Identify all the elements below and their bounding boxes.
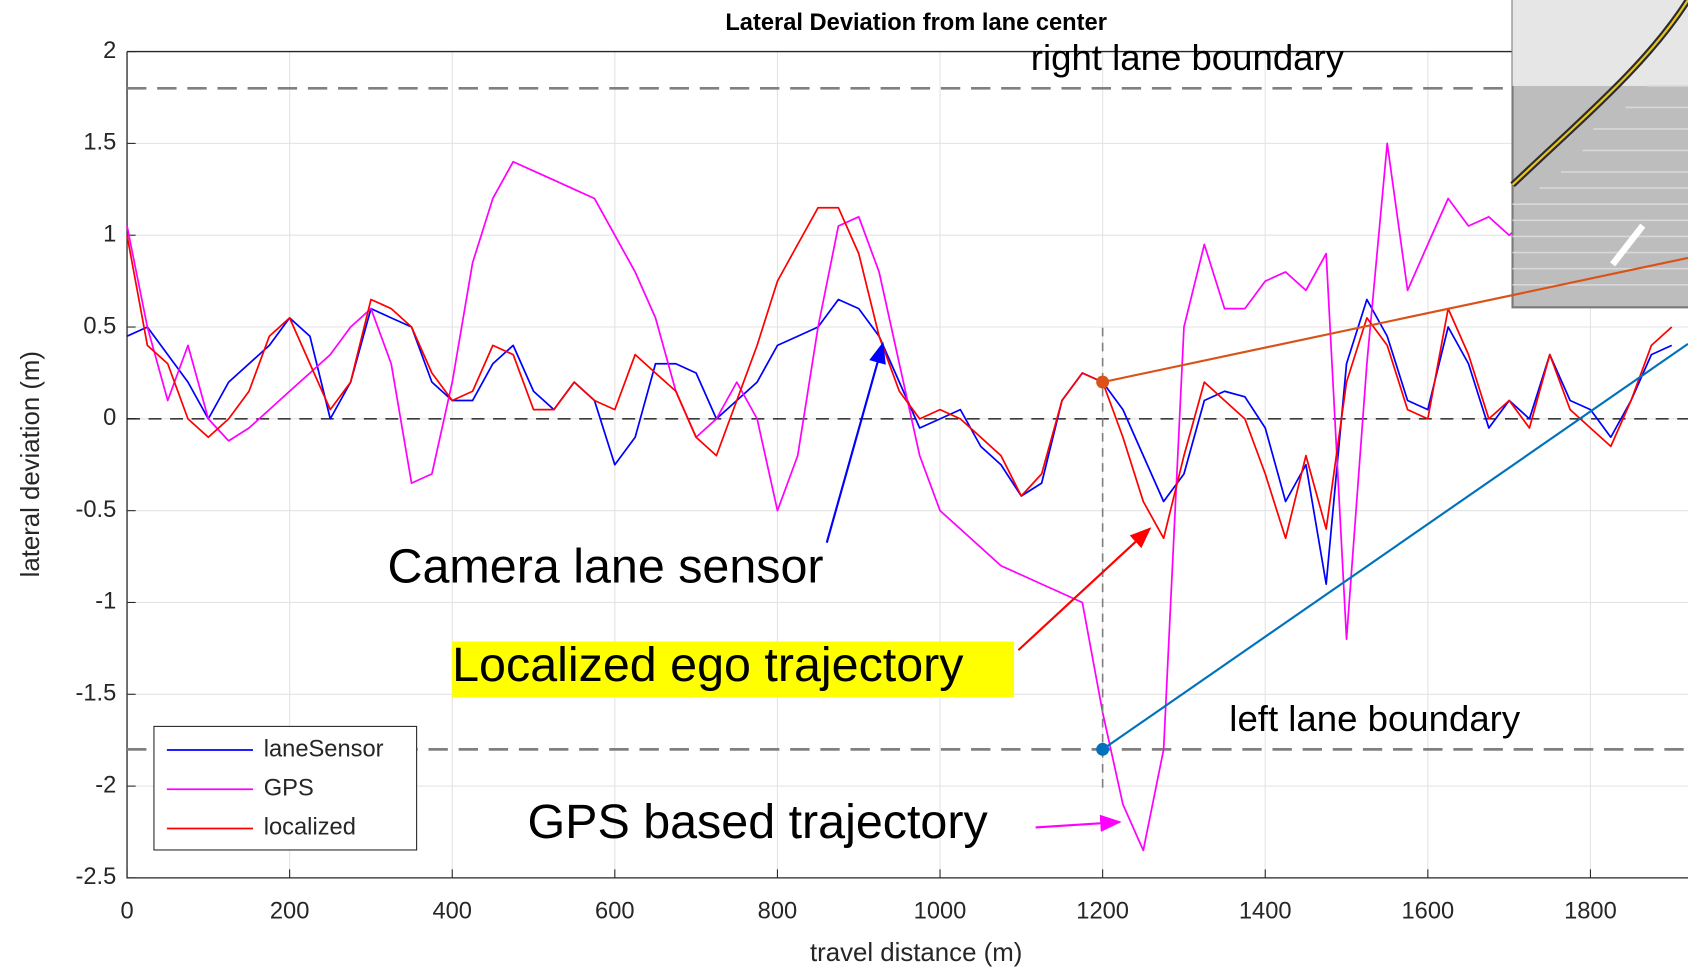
x-tick-label: 0 (120, 899, 133, 925)
y-tick-label: -1 (95, 589, 116, 615)
x-tick-label: 1600 (1401, 899, 1454, 925)
legend: laneSensor GPS localized (153, 725, 418, 851)
axes-frame (126, 50, 1688, 879)
annotation: GPS based trajectory (528, 795, 989, 849)
annotation: Camera lane sensor (388, 539, 824, 593)
highlight-point (1096, 742, 1110, 756)
y-axis-label: lateral deviation (m) (17, 351, 45, 577)
y-tick-label: -1.5 (75, 681, 116, 707)
y-tick-label: 2 (103, 38, 116, 64)
highlight-box (452, 641, 1015, 698)
x-tick-label: 600 (595, 899, 635, 925)
chart-title: Lateral Deviation from lane center (725, 10, 1107, 36)
series-line (126, 298, 1673, 585)
inset-dash (1610, 223, 1646, 267)
boundary-label: right lane boundary (1031, 37, 1345, 78)
legend-label: localized (264, 815, 356, 841)
y-tick-label: -0.5 (75, 497, 116, 523)
y-tick-label: 0 (103, 405, 116, 431)
annotation-arrow (1035, 814, 1122, 832)
series-line (126, 206, 1673, 540)
y-tick-label: -2 (95, 772, 116, 798)
x-tick-label: 1000 (914, 899, 967, 925)
annotation-arrow (825, 341, 886, 543)
inset-lane-line (1511, 0, 1688, 186)
highlight-point (1096, 375, 1110, 389)
annotation-arrow (1017, 527, 1152, 651)
inset-sky (1512, 0, 1688, 86)
x-tick-label: 200 (270, 899, 310, 925)
y-tick-label: 1 (103, 221, 116, 247)
legend-label: GPS (264, 776, 314, 802)
x-tick-label: 800 (758, 899, 798, 925)
callout-line (1102, 256, 1688, 384)
x-tick-label: 1400 (1239, 899, 1292, 925)
callout-line (1102, 342, 1688, 751)
legend-box (153, 725, 418, 851)
x-tick-label: 400 (432, 899, 472, 925)
y-tick-label: 0.5 (83, 313, 116, 339)
overlay: Camera lane sensor Localized ego trajecto… (153, 256, 1688, 851)
x-tick-label: 1800 (1564, 899, 1617, 925)
x-axis-label: travel distance (m) (810, 939, 1022, 967)
inset-image (1510, 0, 1688, 309)
y-tick-label: 1.5 (83, 130, 116, 156)
boundary-label: left lane boundary (1229, 698, 1521, 739)
legend-label: laneSensor (264, 736, 384, 762)
x-tick-label: 1200 (1076, 899, 1129, 925)
inset-stripes (1512, 85, 1688, 286)
annotation: Localized ego trajectory (452, 638, 964, 692)
y-tick-label: -2.5 (75, 864, 116, 890)
series-line (126, 142, 1673, 852)
plot-area: right lane boundary left lane boundary (126, 37, 1688, 852)
